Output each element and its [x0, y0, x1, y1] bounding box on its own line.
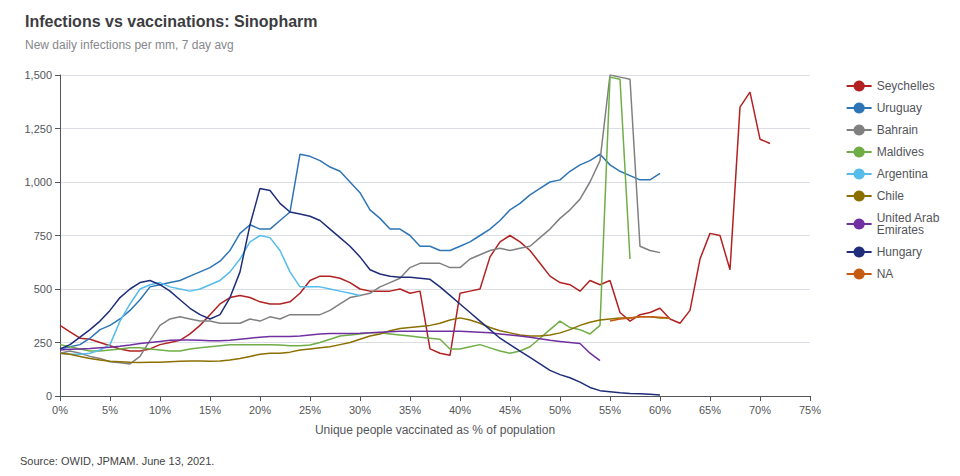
svg-text:20%: 20%	[249, 404, 271, 416]
svg-text:750: 750	[34, 230, 52, 242]
svg-text:1,500: 1,500	[24, 69, 52, 81]
svg-text:Source: OWID, JPMAM. June 13,: Source: OWID, JPMAM. June 13, 2021.	[20, 455, 214, 467]
svg-text:45%: 45%	[499, 404, 521, 416]
svg-text:500: 500	[34, 283, 52, 295]
svg-text:75%: 75%	[799, 404, 821, 416]
svg-text:50%: 50%	[549, 404, 571, 416]
svg-text:250: 250	[34, 337, 52, 349]
svg-text:70%: 70%	[749, 404, 771, 416]
svg-text:NA: NA	[877, 267, 894, 281]
svg-text:Maldives: Maldives	[877, 145, 924, 159]
svg-text:Emirates: Emirates	[877, 223, 924, 237]
svg-text:Seychelles: Seychelles	[877, 79, 935, 93]
svg-text:25%: 25%	[299, 404, 321, 416]
svg-text:5%: 5%	[102, 404, 118, 416]
svg-text:United Arab: United Arab	[876, 211, 940, 225]
svg-text:0: 0	[46, 390, 52, 402]
svg-text:10%: 10%	[149, 404, 171, 416]
svg-text:30%: 30%	[349, 404, 371, 416]
svg-text:New daily infections per mm, 7: New daily infections per mm, 7 day avg	[25, 38, 234, 52]
svg-text:60%: 60%	[649, 404, 671, 416]
svg-text:1,000: 1,000	[24, 176, 52, 188]
svg-text:35%: 35%	[399, 404, 421, 416]
svg-text:0%: 0%	[52, 404, 68, 416]
svg-text:Hungary: Hungary	[877, 245, 922, 259]
svg-text:Bahrain: Bahrain	[877, 123, 918, 137]
svg-text:65%: 65%	[699, 404, 721, 416]
svg-text:1,250: 1,250	[24, 123, 52, 135]
svg-text:Chile: Chile	[877, 189, 905, 203]
svg-text:Unique people vaccinated as %: Unique people vaccinated as % of populat…	[315, 423, 555, 437]
svg-text:Argentina: Argentina	[877, 167, 929, 181]
svg-text:Infections vs vaccinations: Si: Infections vs vaccinations: Sinopharm	[25, 13, 318, 30]
svg-text:55%: 55%	[599, 404, 621, 416]
svg-text:40%: 40%	[449, 404, 471, 416]
svg-text:15%: 15%	[199, 404, 221, 416]
svg-text:Uruguay: Uruguay	[877, 101, 922, 115]
